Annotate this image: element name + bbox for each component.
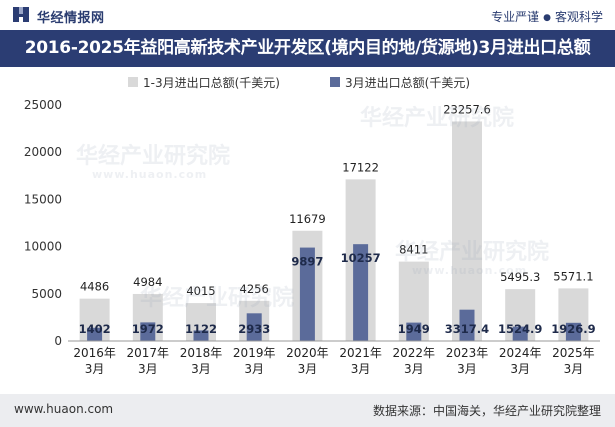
bar-series-2	[353, 244, 369, 341]
y-tick-label: 20000	[24, 145, 62, 159]
data-label-series-2: 1402	[79, 322, 111, 336]
data-label-series-2: 1926.9	[551, 322, 595, 336]
x-tick-label: 2025年	[552, 346, 595, 360]
data-label-series-2: 1524.9	[498, 322, 542, 336]
bar-series-1	[452, 121, 482, 341]
x-tick-label: 2022年	[393, 346, 436, 360]
footer-url: www.huaon.com	[14, 402, 114, 416]
footer: www.huaon.com 数据来源：中国海关，华经产业研究院整理	[0, 394, 615, 427]
y-tick-label: 5000	[31, 287, 62, 301]
x-tick-label: 2019年	[233, 346, 276, 360]
bar-series-2	[512, 326, 528, 341]
y-tick-label: 0	[54, 334, 62, 348]
chart-title: 2016-2025年益阳高新技术产业开发区(境内目的地/货源地)3月进出口总额	[0, 30, 615, 67]
x-tick-label: 2017年	[127, 346, 170, 360]
x-tick-label: 3月	[564, 362, 584, 376]
x-tick-label: 2023年	[446, 346, 489, 360]
bar-series-2	[87, 327, 103, 341]
legend-swatch-series-2	[330, 77, 340, 87]
data-label-series-1: 23257.6	[443, 102, 491, 116]
slogan-right: 客观科学	[554, 10, 603, 24]
x-tick-label: 3月	[244, 362, 264, 376]
footer-source: 数据来源：中国海关，华经产业研究院整理	[372, 404, 601, 418]
data-label-series-1: 5495.3	[500, 270, 540, 284]
data-label-series-1: 5571.1	[553, 269, 593, 283]
x-tick-label: 3月	[138, 362, 158, 376]
data-label-series-2: 9897	[291, 255, 323, 269]
data-label-series-2: 3317.4	[445, 322, 489, 336]
x-tick-label: 2018年	[180, 346, 223, 360]
data-label-series-1: 17122	[342, 160, 379, 174]
slogan-left: 专业严谨	[491, 10, 540, 24]
x-tick-label: 3月	[298, 362, 318, 376]
bar-series-2	[406, 322, 422, 341]
data-label-series-1: 4256	[240, 282, 269, 296]
y-tick-label: 10000	[24, 240, 62, 254]
y-tick-label: 25000	[24, 98, 62, 112]
slogan-dot-icon: ●	[543, 13, 551, 23]
bar-series-2	[459, 309, 475, 341]
logo-icon	[13, 7, 29, 22]
legend-label-series-2: 3月进出口总额(千美元)	[345, 76, 470, 90]
x-tick-label: 3月	[191, 362, 211, 376]
data-label-series-2: 1972	[132, 322, 164, 336]
data-label-series-1: 4486	[80, 280, 109, 294]
chart: 0 5000 10000 15000 20000 25000 4486 1402 2016年 3月…	[24, 76, 600, 376]
x-tick-label: 3月	[85, 362, 105, 376]
x-tick-label: 2024年	[499, 346, 542, 360]
legend-swatch-series-1	[128, 77, 138, 87]
bar-series-2	[299, 247, 315, 341]
bar-series-2	[140, 322, 156, 341]
bar-series-2	[193, 330, 209, 341]
slogan: 专业严谨 ● 客观科学	[491, 8, 603, 25]
data-label-series-1: 4984	[133, 275, 162, 289]
bar-series-2	[565, 322, 581, 341]
data-label-series-2: 1122	[185, 322, 217, 336]
data-label-series-2: 10257	[341, 251, 381, 265]
x-tick-label: 2021年	[339, 346, 382, 360]
data-label-series-1: 8411	[399, 243, 428, 257]
data-label-series-1: 4015	[186, 284, 215, 298]
x-tick-label: 2020年	[286, 346, 329, 360]
bar-series-2	[246, 313, 262, 341]
x-tick-label: 2016年	[73, 346, 116, 360]
x-tick-label: 3月	[510, 362, 530, 376]
top-bar: 华经情报网 专业严谨 ● 客观科学	[0, 0, 615, 30]
x-tick-label: 3月	[457, 362, 477, 376]
x-tick-label: 3月	[351, 362, 371, 376]
legend-label-series-1: 1-3月进出口总额(千美元)	[143, 76, 280, 90]
data-label-series-1: 11679	[289, 212, 326, 226]
data-label-series-2: 1949	[398, 322, 430, 336]
y-tick-label: 15000	[24, 192, 62, 206]
x-tick-label: 3月	[404, 362, 424, 376]
data-label-series-2: 2933	[238, 322, 270, 336]
brand-name: 华经情报网	[37, 11, 105, 26]
